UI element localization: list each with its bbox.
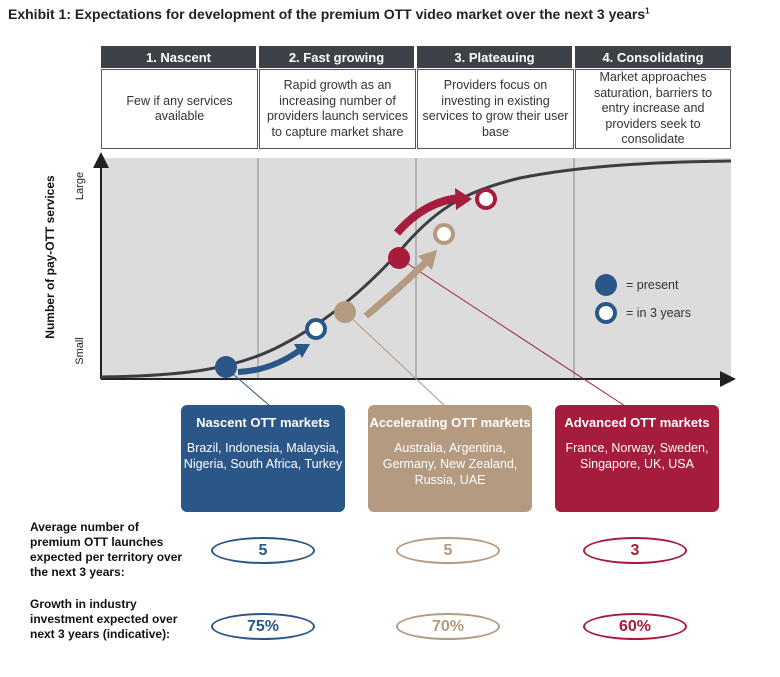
stage-description-text: Providers focus on investing in existing… — [422, 78, 569, 139]
advanced-progress-arrow — [393, 194, 461, 236]
legend-present-icon — [595, 274, 617, 296]
stage-header-consolidating: 4. Consolidating — [575, 46, 731, 68]
legend-future-label: = in 3 years — [626, 306, 691, 320]
stage-header-plateauing: 3. Plateauing — [417, 46, 572, 68]
nascent-present-marker — [215, 356, 237, 378]
market-box-title: Accelerating OTT markets — [369, 415, 531, 430]
stage-description-nascent: Few if any services available — [101, 69, 258, 149]
launches-row-label: Average number of premium OTT launches e… — [30, 520, 183, 579]
advanced-arrowhead — [455, 188, 472, 210]
market-box-title: Nascent OTT markets — [196, 415, 330, 430]
accelerating-markets-box: Accelerating OTT markets Australia, Arge… — [368, 405, 532, 512]
accelerating-progress-arrow — [363, 259, 429, 319]
accelerating-growth-value: 70% — [396, 613, 500, 640]
accelerating-connector-line — [344, 311, 446, 407]
market-box-title: Advanced OTT markets — [564, 415, 710, 430]
nascent-progress-arrow — [237, 347, 302, 375]
market-box-countries: Australia, Argentina, Germany, New Zeala… — [382, 441, 518, 487]
accelerating-launches-value: 5 — [396, 537, 500, 564]
stage-description-fast-growing: Rapid growth as an increasing number of … — [259, 69, 416, 149]
market-box-countries: Brazil, Indonesia, Malaysia, Nigeria, So… — [183, 441, 343, 471]
advanced-connector-line — [398, 257, 626, 407]
nascent-launches-value: 5 — [211, 537, 315, 564]
market-box-countries: France, Norway, Sweden, Singapore, UK, U… — [565, 441, 709, 471]
advanced-growth-value: 60% — [583, 613, 687, 640]
nascent-markets-box: Nascent OTT markets Brazil, Indonesia, M… — [181, 405, 345, 512]
accelerating-future-marker — [433, 223, 455, 245]
accelerating-arrowhead — [418, 250, 437, 270]
exhibit-title-text: Exhibit 1: Expectations for development … — [8, 6, 646, 22]
stage-header-fast-growing: 2. Fast growing — [259, 46, 414, 68]
nascent-future-marker — [305, 318, 327, 340]
legend-present-label: = present — [626, 278, 679, 292]
stage-description-text: Market approaches saturation, barriers t… — [593, 70, 713, 147]
legend-future-icon — [595, 302, 617, 324]
title-footnote: 1 — [645, 6, 650, 16]
stage-description-text: Rapid growth as an increasing number of … — [266, 78, 409, 139]
advanced-launches-value: 3 — [583, 537, 687, 564]
stage-description-text: Few if any services available — [126, 93, 233, 124]
accelerating-present-marker — [334, 301, 356, 323]
advanced-present-marker — [388, 247, 410, 269]
stage-description-consolidating: Market approaches saturation, barriers t… — [575, 69, 731, 149]
advanced-markets-box: Advanced OTT markets France, Norway, Swe… — [555, 405, 719, 512]
stage-description-plateauing: Providers focus on investing in existing… — [417, 69, 574, 149]
stage-header-nascent: 1. Nascent — [101, 46, 256, 68]
nascent-growth-value: 75% — [211, 613, 315, 640]
growth-row-label: Growth in industry investment expected o… — [30, 597, 178, 641]
exhibit-title: Exhibit 1: Expectations for development … — [8, 6, 650, 22]
advanced-future-marker — [475, 188, 497, 210]
nascent-arrowhead — [294, 344, 310, 358]
